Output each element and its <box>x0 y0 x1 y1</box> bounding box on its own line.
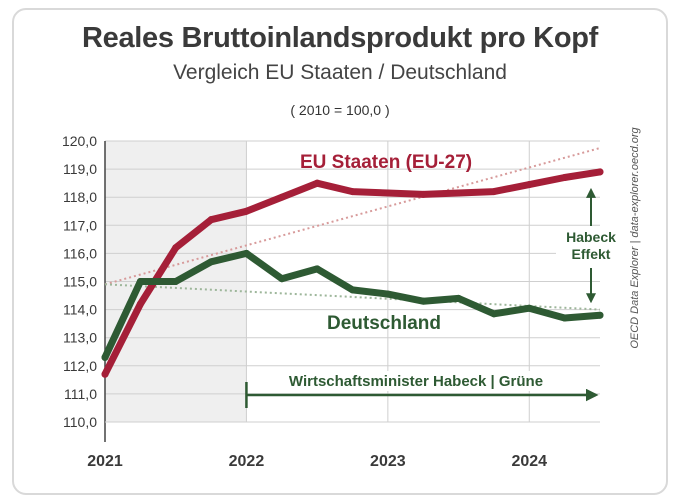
y-tick-label: 119,0 <box>63 161 97 177</box>
y-tick-label: 114,0 <box>63 302 97 318</box>
data-point-eu <box>278 193 286 201</box>
trendline-eu_trend <box>104 147 601 286</box>
data-point-de <box>101 353 109 361</box>
series-label-eu: EU Staaten (EU-27) <box>300 152 472 173</box>
habeck-effect-bg <box>556 226 626 268</box>
chart-title: Reales Bruttoinlandsprodukt pro Kopf <box>81 22 599 54</box>
data-point-de <box>525 304 533 312</box>
data-point-de <box>596 311 604 319</box>
y-tick-label: 111,0 <box>64 386 97 402</box>
y-tick-label: 112,0 <box>63 358 97 374</box>
data-point-de <box>455 294 463 302</box>
data-point-eu <box>419 190 427 198</box>
data-point-de <box>419 297 427 305</box>
data-point-eu <box>455 189 463 197</box>
y-tick-label: 118,0 <box>63 189 97 205</box>
data-point-de <box>561 314 569 322</box>
series-label-de: Deutschland <box>327 313 441 334</box>
baseline-note: ( 2010 = 100,0 ) <box>290 102 390 118</box>
data-point-de <box>136 278 144 285</box>
data-point-eu <box>172 244 180 252</box>
y-tick-label: 116,0 <box>63 245 97 261</box>
y-tick-label: 117,0 <box>63 217 97 233</box>
x-tick-label: 2021 <box>87 453 123 470</box>
data-point-eu <box>490 188 498 196</box>
data-point-de <box>384 290 392 298</box>
data-point-eu <box>207 216 215 224</box>
x-tick-label: 2022 <box>229 453 265 470</box>
data-point-eu <box>349 188 356 196</box>
data-point-eu <box>384 189 392 197</box>
data-point-eu <box>101 370 109 378</box>
data-point-de <box>278 275 286 283</box>
data-point-eu <box>313 179 321 187</box>
data-point-de <box>207 258 215 266</box>
x-tick-label: 2023 <box>370 453 406 470</box>
x-tick-label: 2024 <box>511 453 547 470</box>
chart-subtitle: Vergleich EU Staaten / Deutschland <box>173 61 507 84</box>
data-point-de <box>172 278 180 285</box>
data-point-de <box>490 310 498 318</box>
habeck-effect-label-2: Effekt <box>572 246 611 262</box>
data-point-eu <box>525 181 533 189</box>
y-tick-label: 120,0 <box>62 133 97 149</box>
y-tick-label: 115,0 <box>63 274 97 290</box>
y-tick-label: 113,0 <box>63 330 97 346</box>
period-label: Wirtschaftsminister Habeck | Grüne <box>289 373 543 390</box>
habeck-effect-label-1: Habeck <box>566 229 616 245</box>
data-point-de <box>242 249 250 257</box>
data-point-eu <box>596 168 604 176</box>
period-label-bg <box>278 371 554 391</box>
data-point-eu <box>561 174 569 182</box>
data-point-de <box>349 286 356 294</box>
y-tick-label: 110,0 <box>63 414 97 430</box>
data-point-eu <box>242 207 250 215</box>
data-point-de <box>313 265 321 273</box>
data-point-eu <box>136 300 144 308</box>
